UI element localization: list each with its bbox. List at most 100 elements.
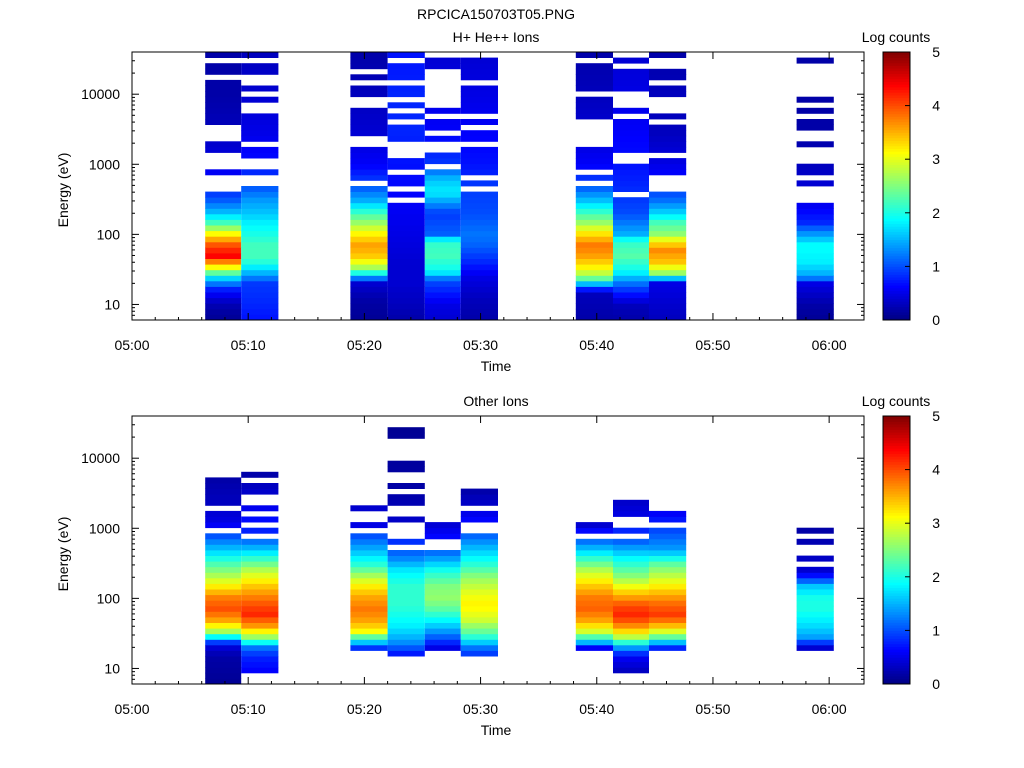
colorbar-segment <box>883 499 910 503</box>
spectrogram-cell <box>205 667 242 674</box>
spectrogram-cell <box>649 516 687 523</box>
spectrogram-cell <box>649 202 687 209</box>
spectrogram-cell <box>350 622 388 629</box>
colorbar-segment <box>883 437 910 441</box>
colorbar-frame <box>882 51 911 321</box>
spectrogram-cell <box>460 135 498 142</box>
spectrogram-cell <box>649 594 687 601</box>
spectrogram-cell <box>649 269 687 276</box>
spectrogram-cell <box>613 566 649 573</box>
spectrogram-cell <box>649 538 687 545</box>
spectrogram-cell <box>613 605 649 612</box>
spectrogram-cell <box>649 146 687 153</box>
spectrogram-cell <box>241 186 279 192</box>
colorbar-segment <box>883 127 910 131</box>
colorbar-segment <box>883 649 910 653</box>
spectrogram-cell <box>613 583 649 590</box>
spectrogram-cell <box>350 538 388 545</box>
spectrogram-cell <box>649 197 687 204</box>
spectrogram-cell <box>424 566 461 573</box>
spectrogram-cell <box>575 213 613 220</box>
spectrogram-cell <box>241 124 279 131</box>
colorbar-segment <box>883 207 910 211</box>
panel-other-ions: Other Ions Log counts Time Energy (eV) 0… <box>55 393 940 738</box>
spectrogram-cell <box>205 672 242 679</box>
spectrogram-cell <box>796 527 834 534</box>
colorbar-segment <box>883 129 910 133</box>
spectrogram-cell <box>241 292 279 299</box>
spectrogram-cell <box>613 628 649 635</box>
spectrogram-cell <box>424 280 461 287</box>
spectrogram-cell <box>387 91 425 98</box>
spectrogram-cell <box>613 617 649 623</box>
spectrogram-cell <box>460 583 498 590</box>
spectrogram-cell <box>460 633 498 640</box>
spectrogram-cell <box>613 85 649 92</box>
spectrogram-cell <box>241 68 279 75</box>
colorbar-segment <box>883 512 910 516</box>
spectrogram-cell <box>387 650 425 657</box>
x-tick-label: 06:00 <box>812 337 847 353</box>
spectrogram-cell <box>387 247 425 254</box>
spectrogram-cell <box>424 561 461 568</box>
spectrogram-cell <box>350 253 388 259</box>
colorbar-segment <box>883 279 910 283</box>
spectrogram-cell <box>387 180 425 187</box>
spectrogram-cell <box>796 163 834 170</box>
spectrogram-cell <box>350 152 388 159</box>
spectrogram-cell <box>575 280 613 287</box>
y-tick-label: 1000 <box>89 520 120 536</box>
spectrogram-cell <box>796 241 834 248</box>
colorbar-segment <box>883 517 910 522</box>
spectrogram-cell <box>205 600 242 607</box>
spectrogram-cell <box>613 656 649 663</box>
colorbar-segment <box>883 250 910 254</box>
spectrogram-cell <box>649 561 687 568</box>
colorbar-segment <box>883 52 910 56</box>
colorbar-segment <box>883 65 910 69</box>
colorbar-segment <box>883 282 910 286</box>
spectrogram-cell <box>460 152 498 159</box>
spectrogram-cell <box>796 297 834 304</box>
spectrogram-cell <box>575 236 613 243</box>
spectrogram-cell <box>575 522 613 529</box>
spectrogram-cell <box>649 308 687 315</box>
spectrogram-cell <box>575 561 613 568</box>
spectrogram-cell <box>205 79 242 86</box>
spectrogram-cell <box>205 219 242 226</box>
spectrogram-cell <box>649 208 687 215</box>
spectrogram-cell <box>613 225 649 232</box>
colorbar-segment <box>883 622 910 626</box>
colorbar-segment <box>883 247 910 251</box>
spectrogram-cell <box>460 499 498 506</box>
y-tick-label: 10000 <box>81 450 120 466</box>
spectrogram-cell <box>796 555 834 562</box>
spectrogram-cell <box>205 191 242 198</box>
x-tick-label: 05:30 <box>463 337 498 353</box>
colorbar-h-he-ions: 0 1 2 3 4 5 <box>882 44 940 328</box>
spectrogram-cell <box>350 163 388 170</box>
spectrogram-cell <box>424 186 461 192</box>
colorbar-segment <box>883 627 910 631</box>
spectrogram-cell <box>575 297 613 304</box>
spectrogram-cell <box>796 617 834 623</box>
spectrogram-cell <box>387 538 425 545</box>
spectrogram-cell <box>424 213 461 220</box>
spectrogram-cell <box>241 483 279 489</box>
spectrogram-cell <box>575 174 613 181</box>
spectrogram-cell <box>649 303 687 310</box>
colorbar-segment <box>883 57 910 61</box>
spectrogram-cell <box>350 230 388 237</box>
spectrogram-cell <box>649 577 687 584</box>
spectrogram-cell <box>575 225 613 232</box>
colorbar-segment <box>883 161 910 166</box>
spectrogram-cell <box>460 230 498 237</box>
colorbar-segment <box>883 317 910 321</box>
spectrogram-cell <box>460 533 498 540</box>
spectrogram-cell <box>460 516 498 523</box>
colorbar-segment <box>883 560 910 564</box>
spectrogram-cell <box>649 527 687 534</box>
spectrogram-cell <box>241 617 279 623</box>
spectrogram-cell <box>460 119 498 125</box>
spectrogram-cell <box>350 119 388 125</box>
